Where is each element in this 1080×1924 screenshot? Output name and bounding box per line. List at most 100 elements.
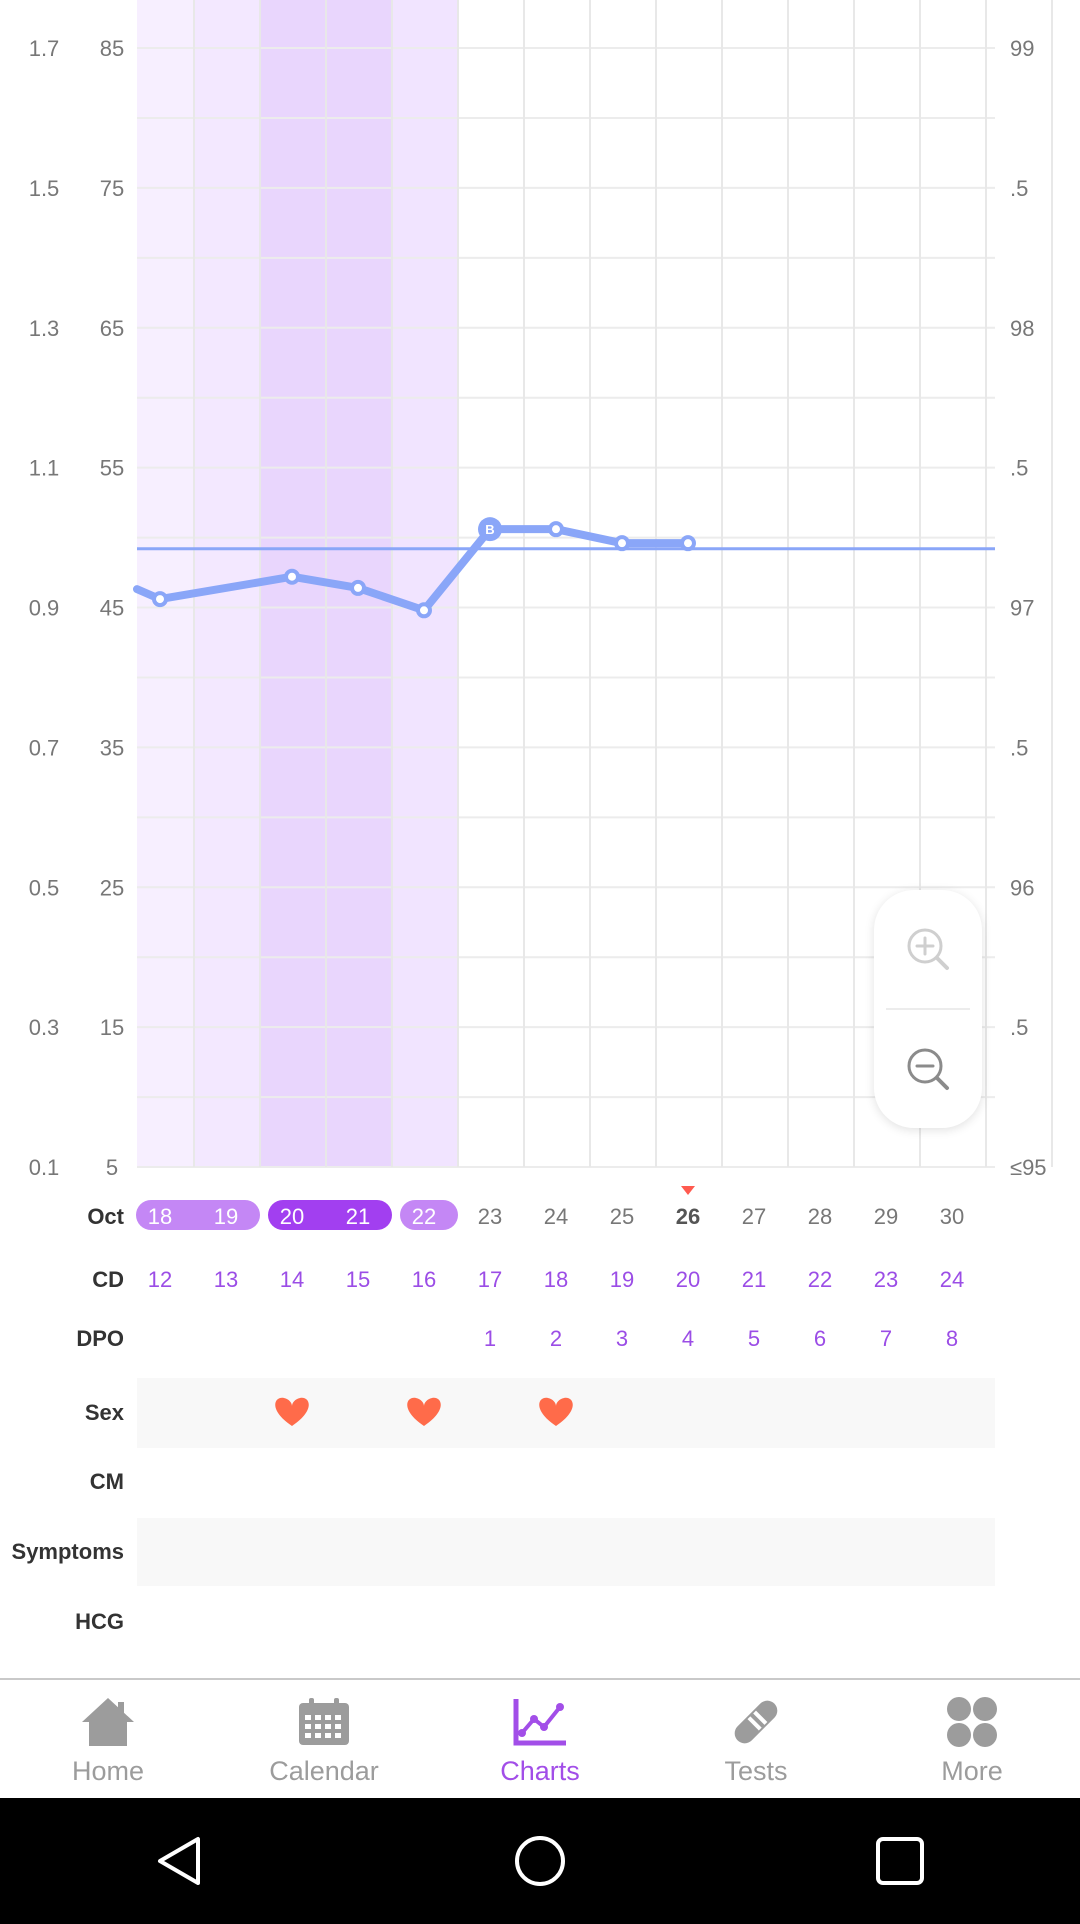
cd-value: 16	[412, 1267, 436, 1292]
dpo-value: 5	[748, 1326, 760, 1351]
y-tick-label-right: 99	[1010, 36, 1034, 61]
zoom-out-button[interactable]	[874, 1010, 982, 1128]
temperature-point[interactable]	[614, 535, 630, 552]
date-label[interactable]: 19	[214, 1204, 238, 1229]
cd-value: 20	[676, 1267, 700, 1292]
row-label-cd: CD	[92, 1267, 124, 1292]
heart-icon[interactable]	[539, 1397, 573, 1426]
nav-home[interactable]: Home	[0, 1680, 216, 1800]
zoom-divider	[886, 1008, 970, 1010]
row-label-hcg: HCG	[75, 1609, 124, 1634]
row-label-dpo: DPO	[76, 1326, 124, 1351]
date-label[interactable]: 18	[148, 1204, 172, 1229]
temperature-point[interactable]	[152, 591, 168, 608]
temperature-point[interactable]	[478, 517, 502, 542]
y-tick-label-inner: 35	[100, 735, 124, 760]
cd-value: 13	[214, 1267, 238, 1292]
y-tick-label-outer: 0.5	[29, 875, 60, 900]
nav-tests-label: Tests	[724, 1756, 788, 1786]
nav-home-label: Home	[71, 1756, 145, 1786]
zoom-controls	[874, 890, 982, 1128]
charts-icon	[510, 1694, 570, 1750]
cd-value: 14	[280, 1267, 304, 1292]
date-label[interactable]: 30	[940, 1204, 964, 1229]
fertile-date-pill-2	[400, 1200, 458, 1230]
y-tick-label-right: 96	[1010, 875, 1034, 900]
back-icon	[158, 1837, 200, 1885]
today-marker-icon	[681, 1186, 695, 1195]
date-label[interactable]: 20	[280, 1204, 304, 1229]
y-tick-label-outer: 0.9	[29, 596, 60, 621]
date-label[interactable]: 25	[610, 1204, 634, 1229]
zoom-in-icon	[907, 928, 949, 970]
system-navigation-bar	[0, 1798, 1080, 1924]
y-tick-label-inner: 15	[100, 1015, 124, 1040]
calendar-icon	[294, 1694, 354, 1750]
fertile-date-pill-0	[136, 1200, 260, 1230]
temperature-point[interactable]	[680, 535, 696, 552]
cd-value: 19	[610, 1267, 634, 1292]
date-label[interactable]: 23	[478, 1204, 502, 1229]
dpo-value: 3	[616, 1326, 628, 1351]
y-tick-label-inner: 75	[100, 176, 124, 201]
cd-value: 12	[148, 1267, 172, 1292]
recents-button[interactable]	[840, 1811, 960, 1911]
home-system-button[interactable]	[480, 1811, 600, 1911]
cd-value: 24	[940, 1267, 964, 1292]
nav-tests[interactable]: Tests	[648, 1680, 864, 1800]
y-tick-label-outer: 1.1	[29, 456, 60, 481]
temperature-point[interactable]	[350, 579, 366, 596]
date-label[interactable]: 26	[676, 1204, 700, 1229]
date-label[interactable]: 27	[742, 1204, 766, 1229]
y-tick-label-outer: 0.3	[29, 1015, 60, 1040]
recents-square-icon	[876, 1837, 924, 1885]
dpo-value: 4	[682, 1326, 694, 1351]
y-tick-label-inner: 55	[100, 456, 124, 481]
y-tick-label-right: 98	[1010, 316, 1034, 341]
dpo-value: 6	[814, 1326, 826, 1351]
symptoms-row-band	[137, 1518, 995, 1586]
y-tick-label-outer: 1.3	[29, 316, 60, 341]
back-button[interactable]	[120, 1811, 240, 1911]
nav-charts[interactable]: Charts	[432, 1680, 648, 1800]
bbt-chart[interactable]: 1.71.51.31.10.90.70.50.30.18575655545352…	[0, 0, 1080, 1676]
cd-value: 22	[808, 1267, 832, 1292]
y-tick-label-inner: 25	[100, 875, 124, 900]
nav-calendar[interactable]: Calendar	[216, 1680, 432, 1800]
date-label[interactable]: 29	[874, 1204, 898, 1229]
fertile-date-pill-1	[268, 1200, 392, 1230]
zoom-out-icon	[907, 1048, 949, 1090]
heart-icon[interactable]	[407, 1397, 441, 1426]
y-tick-label-right: .5	[1010, 176, 1028, 201]
date-label[interactable]: 24	[544, 1204, 568, 1229]
cd-value: 17	[478, 1267, 502, 1292]
nav-calendar-label: Calendar	[269, 1756, 379, 1786]
row-label-symptoms: Symptoms	[12, 1539, 124, 1564]
home-circle-icon	[515, 1836, 565, 1886]
zoom-in-button[interactable]	[874, 890, 982, 1008]
dpo-value: 7	[880, 1326, 892, 1351]
y-tick-label-outer: 0.1	[29, 1155, 60, 1180]
y-tick-label-outer: 1.7	[29, 36, 60, 61]
fertile-shade-0	[137, 0, 194, 1167]
temperature-point[interactable]	[416, 602, 432, 619]
row-label-month: Oct	[87, 1204, 124, 1229]
date-label[interactable]: 21	[346, 1204, 370, 1229]
y-tick-label-outer: 1.5	[29, 176, 60, 201]
cd-value: 21	[742, 1267, 766, 1292]
y-tick-label-inner: 5	[106, 1155, 118, 1180]
cd-value: 15	[346, 1267, 370, 1292]
more-grid-icon	[942, 1694, 1002, 1750]
nav-more[interactable]: More	[864, 1680, 1080, 1800]
home-icon	[78, 1694, 138, 1750]
temperature-point[interactable]	[548, 521, 564, 538]
cd-value: 18	[544, 1267, 568, 1292]
temperature-point[interactable]	[284, 568, 300, 585]
y-tick-label-outer: 0.7	[29, 735, 60, 760]
heart-icon[interactable]	[275, 1397, 309, 1426]
cd-value: 23	[874, 1267, 898, 1292]
date-label[interactable]: 28	[808, 1204, 832, 1229]
y-tick-label-inner: 65	[100, 316, 124, 341]
y-tick-label-right: ≤95	[1010, 1155, 1047, 1180]
date-label[interactable]: 22	[412, 1204, 436, 1229]
